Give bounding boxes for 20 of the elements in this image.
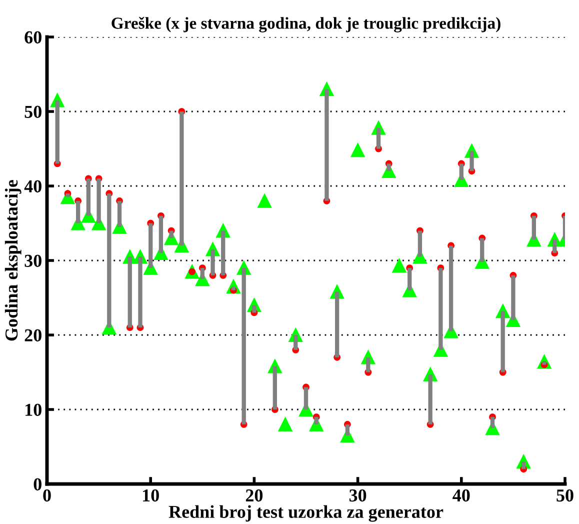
y-tick-label: 10 bbox=[26, 404, 42, 416]
point bbox=[392, 258, 406, 273]
x-tick-label: 50 bbox=[556, 489, 574, 502]
x-tick-label: 30 bbox=[349, 489, 366, 502]
point bbox=[278, 417, 292, 432]
chart-title: Greške (x je stvarna godina, dok je trouglic predikcija) bbox=[112, 16, 500, 32]
y-tick-label: 20 bbox=[24, 329, 42, 342]
point bbox=[258, 194, 272, 208]
y-tick-label: 50 bbox=[24, 106, 42, 118]
x-axis-title: Redni broj test uzorka za generator bbox=[168, 505, 444, 522]
y-tick-label: 60 bbox=[24, 31, 42, 44]
y-tick-label: 0 bbox=[34, 478, 42, 490]
x-tick-label: 20 bbox=[246, 489, 263, 502]
x-tick-label: 0 bbox=[43, 489, 51, 502]
y-tick-label: 30 bbox=[24, 254, 42, 267]
y-axis-title: Godina eksploatacije bbox=[4, 180, 22, 341]
y-tick-label: 40 bbox=[24, 180, 42, 192]
point bbox=[350, 143, 365, 158]
x-tick-label: 10 bbox=[143, 489, 159, 502]
x-tick-label: 40 bbox=[452, 489, 470, 502]
